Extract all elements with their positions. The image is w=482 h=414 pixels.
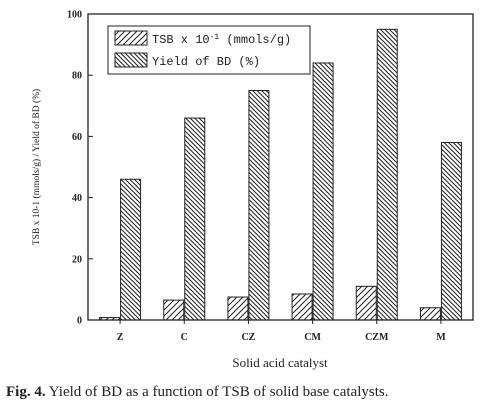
caption-label: Fig. 4.: [6, 384, 46, 400]
y-tick-label: 60: [72, 132, 82, 143]
y-tick-label: 80: [72, 71, 82, 82]
x-tick-label: CZM: [365, 332, 389, 343]
y-tick-label: 40: [72, 193, 82, 204]
y-tick-label: 100: [67, 10, 82, 21]
y-axis-title: TSB x 10-1 (mmols/g) / Yield of BD (%): [31, 89, 42, 245]
bar-yield-cm: [312, 62, 334, 321]
bar-tsb-m: [419, 307, 441, 321]
x-tick-label: C: [181, 332, 188, 343]
legend-label-tsb: TSB x 10-1 (mmols/g): [152, 33, 291, 48]
legend: TSB x 10-1 (mmols/g) Yield of BD (%): [107, 25, 311, 75]
bar-tsb-czm: [355, 285, 377, 321]
x-axis-title: Solid acid catalyst: [232, 355, 328, 370]
bar-tsb-c: [163, 299, 185, 321]
plot-frame: [87, 13, 474, 321]
x-tick-label: M: [436, 332, 446, 343]
legend-swatch-yield: [114, 52, 148, 68]
y-tick-label: 0: [77, 316, 82, 327]
x-tick-label: Z: [117, 332, 124, 343]
x-tick-label: CZ: [241, 332, 255, 343]
legend-swatch-tsb: [114, 30, 148, 46]
bar-chart: Z C CZ CM CZM M 0 20 40 60 80 100 TSB x 10-1 (mmols…: [31, 10, 474, 370]
bar-tsb-cm: [291, 293, 313, 321]
caption-text: Yield of BD as a function of TSB of soli…: [45, 384, 389, 400]
bar-yield-c: [184, 117, 206, 321]
bar-yield-m: [440, 142, 462, 321]
x-tick-label: CM: [304, 332, 321, 343]
bar-yield-czm: [376, 28, 398, 321]
bar-yield-z: [120, 178, 142, 321]
legend-label-yield: Yield of BD (%): [152, 55, 260, 69]
bar-yield-cz: [248, 90, 270, 321]
y-tick-label: 20: [72, 254, 82, 265]
bar-tsb-cz: [227, 296, 249, 321]
figure-caption: Fig. 4. Yield of BD as a function of TSB…: [6, 384, 478, 401]
